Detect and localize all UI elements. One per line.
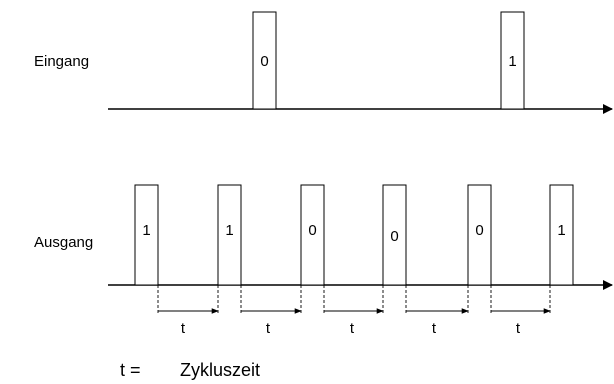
output-pulse: 1 xyxy=(134,184,159,286)
output-pulse-value: 1 xyxy=(225,222,233,239)
output-pulse-box xyxy=(300,184,325,286)
output-pulse: 0 xyxy=(467,184,492,286)
output-pulse-value: 0 xyxy=(475,222,483,239)
output-pulse: 0 xyxy=(300,184,325,286)
output-pulse-box xyxy=(382,184,407,286)
output-pulse-value: 1 xyxy=(142,222,150,239)
output-pulse: 1 xyxy=(217,184,242,286)
output-pulse-value: 0 xyxy=(390,228,398,245)
input-pulse: 1 xyxy=(500,11,525,110)
output-pulse-box xyxy=(467,184,492,286)
output-pulse-value: 1 xyxy=(557,222,565,239)
interval-label: t xyxy=(432,320,437,337)
interval-label: t xyxy=(266,320,271,337)
input-pulse-box xyxy=(252,11,277,110)
interval-label: t xyxy=(516,320,521,337)
input-pulse-box xyxy=(500,11,525,110)
output-pulse-box xyxy=(549,184,574,286)
input-pulse: 0 xyxy=(252,11,277,110)
output-pulse-value: 0 xyxy=(308,222,316,239)
output-label: Ausgang xyxy=(34,234,93,251)
input-pulse-value: 0 xyxy=(260,53,268,70)
interval-label: t xyxy=(350,320,355,337)
legend-text: Zykluszeit xyxy=(180,360,260,380)
legend-symbol: t = xyxy=(120,360,141,380)
input-pulse-value: 1 xyxy=(508,53,516,70)
output-pulse-box xyxy=(217,184,242,286)
input-label: Eingang xyxy=(34,53,89,70)
interval-label: t xyxy=(181,320,186,337)
output-pulse: 1 xyxy=(549,184,574,286)
output-pulse-box xyxy=(134,184,159,286)
output-pulse: 0 xyxy=(382,184,407,286)
cycle-boundaries xyxy=(157,285,551,313)
